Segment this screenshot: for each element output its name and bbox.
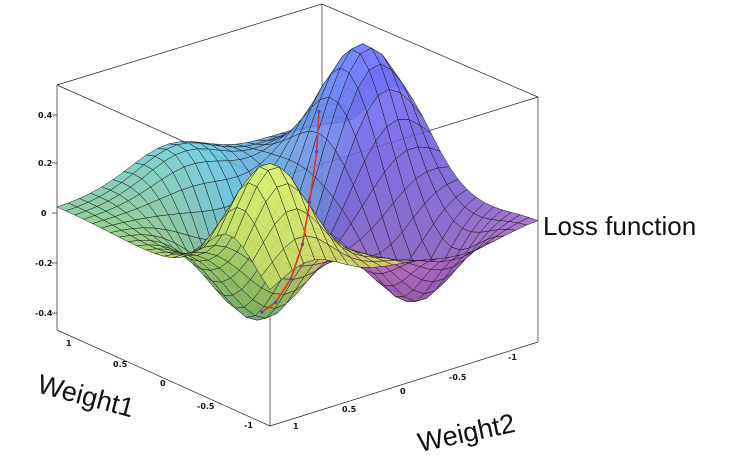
descent-step-point <box>300 242 305 246</box>
w1-tick-label: 0.5 <box>113 360 128 369</box>
z-tick-label: -0.4 <box>35 309 53 318</box>
z-tick-label: 0.4 <box>38 111 53 120</box>
z-tick-label: 0.2 <box>38 159 52 168</box>
gradient-descent-path <box>260 109 321 314</box>
box-bottom-front-right <box>269 341 539 427</box>
w2-tick-label: -0.5 <box>449 373 467 382</box>
w1-tick-label: 0 <box>160 379 166 388</box>
weight1-axis-label: Weight1 <box>34 369 137 423</box>
weight2-axis-ticks: 1 0.5 0 -0.5 -1 <box>293 353 517 431</box>
z-axis-label: Loss function <box>543 211 696 241</box>
z-tick-label: -0.2 <box>35 259 53 268</box>
w2-tick-label: 1 <box>293 422 299 431</box>
w2-tick-label: 0.5 <box>342 405 357 414</box>
descent-step-point <box>260 310 264 314</box>
box-back-edges <box>56 3 539 98</box>
z-tick-label: 0 <box>41 209 47 218</box>
descent-step-point <box>307 201 312 205</box>
box-bottom-front-left <box>56 329 271 427</box>
surface-patch <box>260 261 282 290</box>
w1-tick-label: 1 <box>66 339 72 348</box>
descent-step-point <box>274 300 278 304</box>
weight1-axis-ticks: 1 0.5 0 -0.5 -1 <box>66 339 253 430</box>
descent-step-point <box>289 277 293 281</box>
descent-step-point <box>315 150 319 154</box>
z-axis-ticks: 0.4 0.2 0 -0.2 -0.4 <box>35 111 57 318</box>
w2-tick-label: -1 <box>508 353 517 362</box>
descent-step-point <box>317 109 321 114</box>
w2-tick-label: 0 <box>400 387 406 396</box>
w1-tick-label: -0.5 <box>197 402 215 411</box>
loss-surface <box>56 43 539 321</box>
weight2-axis-label: Weight2 <box>415 408 518 458</box>
w1-tick-label: -1 <box>244 421 253 430</box>
